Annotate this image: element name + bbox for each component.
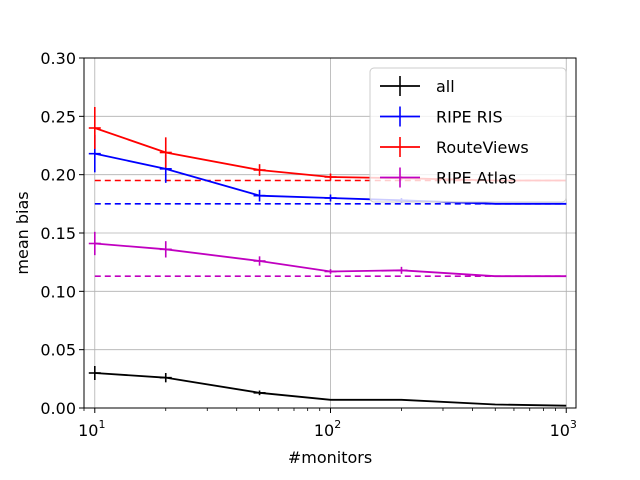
legend: all RIPE RIS RouteViews RIPE Atlas — [369, 67, 567, 203]
legend-item: RIPE Atlas — [380, 167, 516, 188]
y-tick-label: 0.15 — [40, 224, 76, 243]
y-tick-label: 0.25 — [40, 107, 76, 126]
y-tick-label: 0.05 — [40, 341, 76, 360]
y-tick-label: 0.10 — [40, 282, 76, 301]
series-all — [88, 366, 567, 407]
legend-label: RIPE Atlas — [436, 169, 516, 188]
y-tick-label: 0.30 — [40, 49, 76, 68]
legend-box — [369, 67, 567, 203]
legend-item: RouteViews — [380, 137, 529, 157]
legend-item: all — [380, 76, 455, 96]
legend-label: all — [436, 77, 455, 96]
series-ripe-atlas — [88, 231, 567, 278]
x-axis-label: #monitors — [288, 448, 372, 467]
legend-label: RIPE RIS — [436, 108, 503, 127]
y-tick-label: 0.20 — [40, 166, 76, 185]
y-axis-label: mean bias — [13, 191, 32, 274]
y-tick-label: 0.00 — [40, 399, 76, 418]
legend-item: RIPE RIS — [380, 106, 503, 127]
legend-label: RouteViews — [436, 138, 529, 157]
